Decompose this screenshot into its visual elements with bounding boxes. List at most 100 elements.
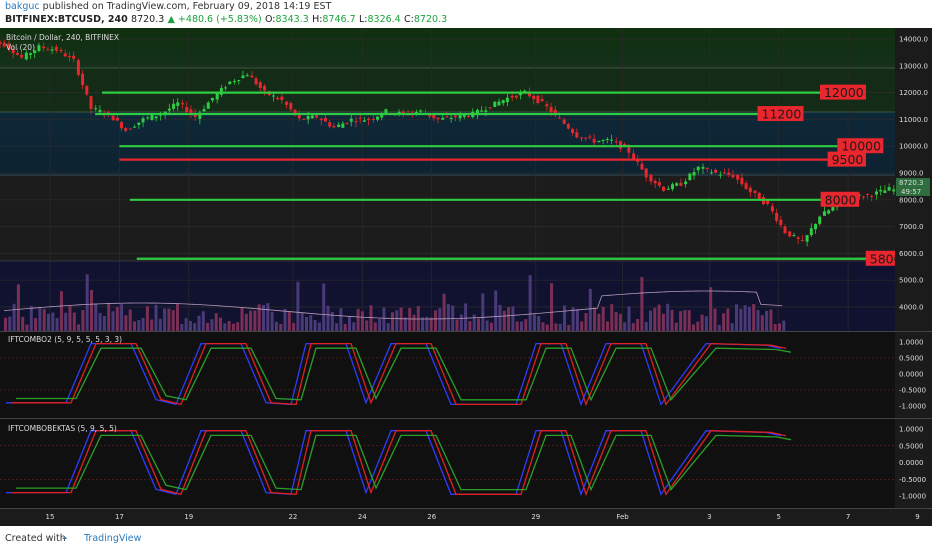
date-tick: 26	[427, 513, 436, 521]
candle-body	[514, 95, 518, 98]
volume-bar	[700, 314, 704, 331]
tradingview-logo-icon	[62, 536, 67, 539]
candle-body	[709, 172, 713, 174]
price-axis[interactable]: 14000.0 13000.0 12000.0 11000.0 10000.0 9000.…	[899, 36, 928, 312]
candle-body	[137, 122, 141, 125]
volume-bar	[171, 310, 175, 331]
candle-body	[597, 140, 601, 143]
volume-bar	[403, 317, 407, 331]
price-tick: 6000.0	[899, 250, 924, 258]
volume-bar	[16, 284, 20, 331]
candle-body	[380, 114, 384, 118]
candles	[0, 39, 932, 247]
candle-body	[753, 190, 757, 194]
volume-bar	[98, 313, 102, 331]
candle-body	[263, 86, 266, 91]
candle-body	[241, 75, 245, 79]
indicator-pane-2[interactable]: 1.0000 0.5000 0.0000 -0.5000 -1.0000	[0, 426, 926, 501]
volume-bar	[627, 306, 631, 331]
volume-bar	[399, 307, 403, 331]
volume-bar	[42, 309, 46, 331]
candle-body	[306, 116, 310, 120]
volume-bar	[498, 304, 502, 331]
volume-bar	[34, 317, 38, 331]
volume-bar	[429, 317, 433, 331]
volume-bar	[395, 310, 399, 331]
candle-body	[354, 121, 358, 123]
volume-bar	[382, 307, 386, 331]
indicator-pane-1[interactable]: 1.0000 0.5000 0.0000 -0.5000 -1.0000	[0, 339, 926, 411]
volume-bar	[502, 310, 506, 331]
candle-body	[571, 129, 575, 134]
chart-header: bakguc published on TradingView.com, Feb…	[0, 0, 932, 28]
volume-bar	[606, 321, 609, 331]
volume-bar	[442, 293, 446, 331]
volume-bar	[244, 313, 248, 331]
volume-bar	[653, 307, 657, 331]
indicator-tick: 0.5000	[899, 442, 924, 450]
volume-bar	[4, 317, 7, 331]
candle-body	[818, 216, 822, 224]
volume-bar	[219, 317, 222, 331]
volume-bar	[782, 320, 786, 331]
candle-body	[362, 120, 366, 122]
volume-bar	[8, 316, 12, 331]
indicator-tick: 0.5000	[899, 355, 924, 363]
volume-bar	[649, 310, 652, 331]
volume-bar	[670, 309, 674, 331]
candle-body	[167, 108, 171, 111]
zone-top	[0, 28, 895, 68]
volume-bar	[270, 311, 274, 331]
volume-bar	[115, 307, 119, 331]
volume-bar	[124, 315, 128, 331]
candle-body	[566, 124, 570, 129]
candle-body	[861, 196, 865, 198]
candle-body	[319, 118, 323, 121]
candle-body	[662, 186, 666, 191]
candle-body	[280, 96, 284, 101]
candle-body	[250, 75, 254, 78]
date-axis[interactable]: 15171922242629Feb357912	[46, 513, 932, 521]
volume-bar	[94, 303, 98, 331]
candle-body	[766, 199, 770, 204]
candle-body	[887, 187, 891, 191]
volume-bar	[369, 305, 373, 331]
candle-body	[324, 117, 327, 122]
candle-body	[397, 111, 401, 114]
tradingview-brand[interactable]: TradingView	[84, 533, 142, 544]
volume-bar	[352, 322, 356, 331]
volume-bar	[55, 318, 59, 331]
volume-bar	[494, 290, 498, 331]
volume-bar	[472, 314, 476, 331]
candle-body	[640, 163, 644, 170]
volume-bar	[610, 304, 614, 331]
candle-body	[198, 112, 202, 119]
candle-body	[237, 80, 241, 82]
volume-bar	[343, 323, 347, 331]
volume-bar	[373, 322, 377, 331]
candle-body	[870, 195, 874, 197]
candle-body	[50, 49, 54, 51]
volume-bar	[588, 288, 592, 331]
volume-bar	[730, 323, 734, 331]
volume-bar	[528, 275, 532, 331]
volume-bar	[21, 317, 25, 331]
candle-body	[822, 211, 826, 216]
indicator-tick: -1.0000	[899, 493, 926, 501]
candle-body	[0, 41, 2, 44]
candle-body	[185, 106, 189, 113]
author-link[interactable]: bakguc	[5, 1, 40, 12]
volume-bar	[464, 303, 468, 331]
volume-bar	[128, 309, 132, 331]
price-tick: 5000.0	[899, 277, 924, 285]
candle-body	[215, 93, 219, 100]
volume-bar	[150, 319, 154, 331]
candle-body	[63, 53, 67, 57]
candle-body	[779, 219, 783, 226]
volume-bar	[330, 312, 334, 331]
volume-bar	[631, 323, 635, 331]
candle-body	[337, 124, 341, 128]
volume-bar	[459, 314, 463, 331]
